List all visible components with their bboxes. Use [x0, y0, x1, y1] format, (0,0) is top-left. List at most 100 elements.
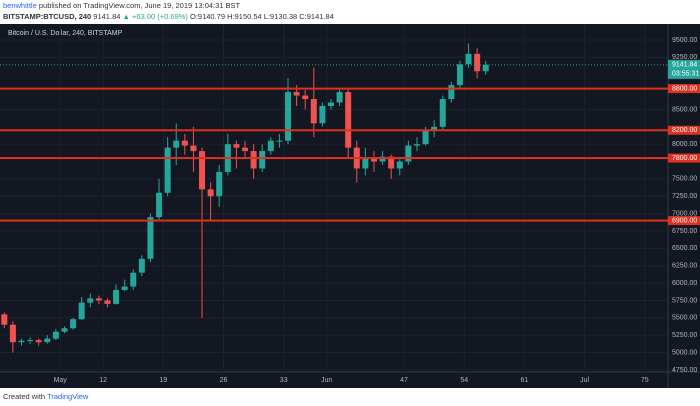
candle-body: [413, 144, 420, 146]
last-price-box: [668, 59, 700, 79]
symbol-line: BITSTAMP:BTCUSD, 240 9141.84 ▲ +63.00 (+…: [3, 12, 334, 21]
candle-body: [474, 53, 481, 72]
candle-body: [310, 99, 317, 124]
ohlc: O:9140.79 H:9150.54 L:9130.38 C:9141.84: [190, 12, 334, 21]
candle-body: [259, 151, 266, 169]
y-tick-label: 6000.00: [672, 280, 697, 287]
candle-body: [138, 258, 145, 273]
y-tick-label: 7250.00: [672, 193, 697, 200]
y-tick-label: 9250.00: [672, 54, 697, 61]
candle-body: [104, 300, 111, 304]
candle-body: [448, 85, 455, 100]
level-band: [0, 129, 668, 132]
candle-body: [267, 140, 274, 152]
candle-body: [336, 92, 343, 103]
candle-body: [327, 102, 334, 106]
x-tick-label: 61: [521, 377, 529, 384]
level-label: 6900.00: [672, 217, 697, 224]
candle-body: [207, 189, 214, 197]
candle-body: [27, 340, 34, 342]
chart-background: [0, 24, 700, 388]
x-tick-label: 54: [460, 377, 468, 384]
candle-body: [465, 53, 472, 65]
x-tick-label: Jul: [580, 377, 589, 384]
candle-body: [284, 92, 292, 141]
candle-body: [9, 324, 16, 343]
candle-body: [113, 290, 120, 304]
y-tick-label: 7000.00: [672, 210, 697, 217]
y-tick-label: 8500.00: [672, 106, 697, 113]
candle-body: [61, 328, 68, 332]
countdown: 03:55:31: [672, 71, 699, 78]
candle-body: [276, 140, 283, 142]
level-band: [0, 219, 668, 222]
candle-body: [345, 92, 352, 148]
candle-body: [456, 64, 463, 86]
x-tick-label: 33: [280, 377, 288, 384]
chart-title: Bitcoin / U.S. Dollar, 240, BITSTAMP: [8, 30, 123, 37]
candle-body: [87, 298, 94, 303]
y-tick-label: 7500.00: [672, 176, 697, 183]
candle-body: [216, 171, 223, 197]
candle-body: [431, 126, 438, 131]
y-tick-label: 9500.00: [672, 37, 697, 44]
symbol: BITSTAMP:BTCUSD, 240: [3, 12, 91, 21]
level-label: 8800.00: [672, 85, 697, 92]
candle-body: [173, 140, 180, 148]
candle-body: [233, 144, 240, 148]
candle-body: [78, 302, 85, 320]
level-label-box: [668, 84, 700, 94]
candle-body: [35, 340, 42, 343]
candle-body: [44, 338, 51, 343]
x-tick-label: 47: [400, 377, 408, 384]
candle-body: [18, 340, 25, 343]
candle-body: [439, 99, 446, 127]
candle-body: [422, 130, 429, 145]
candle-body: [147, 217, 154, 259]
published: published on TradingView.com, June 19, 2…: [39, 1, 241, 10]
x-tick-label: 75: [641, 377, 649, 384]
footer-brand[interactable]: TradingView: [47, 392, 89, 401]
level-band: [0, 157, 668, 160]
level-band: [0, 87, 668, 90]
y-tick-label: 5500.00: [672, 315, 697, 322]
candle-body: [190, 145, 197, 152]
y-tick-label: 6250.00: [672, 263, 697, 270]
candle-body: [396, 161, 403, 169]
level-label: 8200.00: [672, 127, 697, 134]
candle-body: [319, 105, 326, 124]
y-tick-label: 6750.00: [672, 228, 697, 235]
x-tick-label: Jun: [321, 377, 332, 384]
candle-body: [156, 192, 163, 218]
candle-body: [52, 331, 59, 339]
candle-body: [121, 286, 128, 291]
candle-body: [250, 151, 257, 169]
y-tick-label: 6500.00: [672, 245, 697, 252]
footer: Created with TradingView: [3, 392, 89, 401]
price: 9141.84: [93, 12, 120, 21]
candle-body: [293, 92, 300, 96]
candle-body: [1, 314, 8, 325]
candle-body: [130, 272, 137, 287]
candle-body: [379, 156, 386, 162]
level-label-box: [668, 125, 700, 135]
y-tick-label: 8000.00: [672, 141, 697, 148]
header-line: benwhittle published on TradingView.com,…: [3, 1, 241, 10]
x-tick-label: 12: [99, 377, 107, 384]
candle-body: [388, 156, 395, 169]
candle-body: [70, 319, 77, 329]
candle-body: [482, 64, 489, 72]
level-label-box: [668, 216, 700, 226]
candle-body: [199, 151, 206, 190]
change: ▲ +63.00 (+0.69%): [123, 12, 189, 21]
y-tick-label: 4750.00: [672, 367, 697, 374]
candle-body: [181, 140, 188, 146]
candle-body: [405, 145, 412, 162]
y-tick-label: 5250.00: [672, 332, 697, 339]
author[interactable]: benwhittle: [3, 1, 37, 10]
candle-body: [242, 147, 249, 152]
y-tick-label: 5750.00: [672, 297, 697, 304]
candle-body: [95, 298, 102, 301]
candle-body: [302, 95, 309, 100]
x-tick-label: 26: [220, 377, 228, 384]
